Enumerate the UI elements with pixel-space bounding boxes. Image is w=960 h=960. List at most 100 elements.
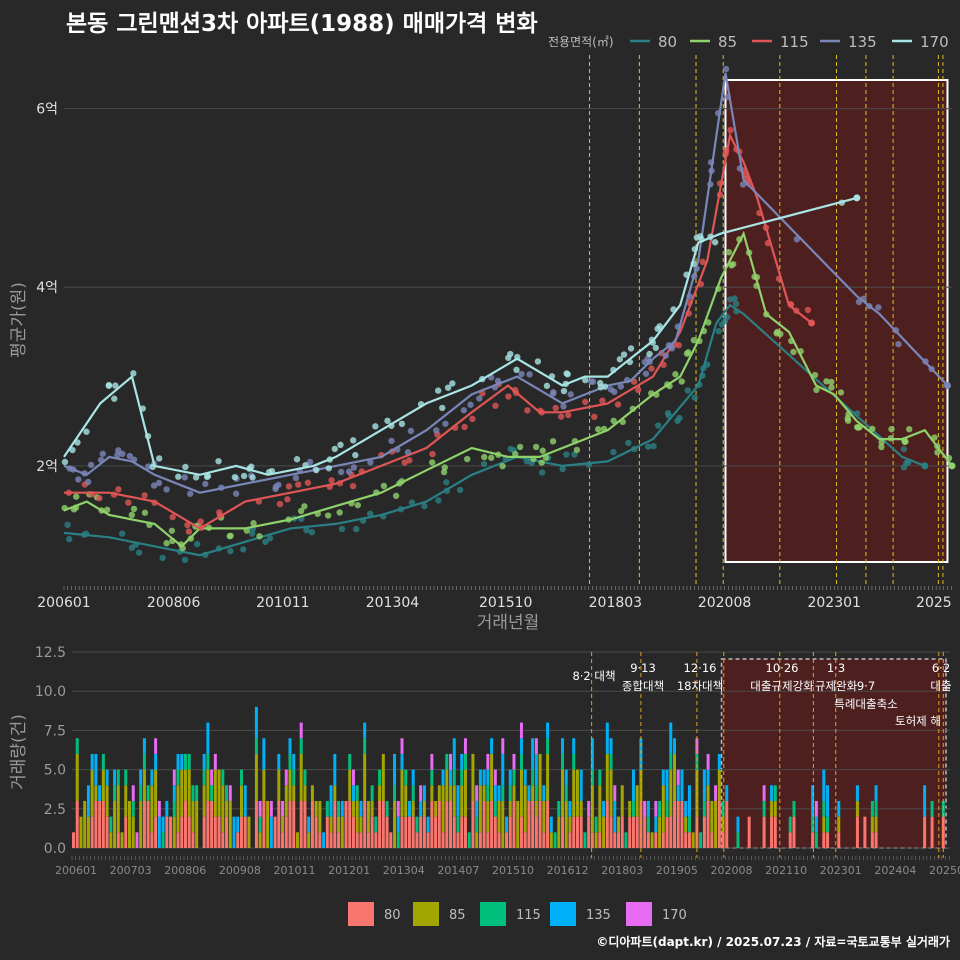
scatter-point-85 bbox=[672, 371, 679, 378]
scatter-point-115 bbox=[675, 342, 683, 349]
bar-segment-85 bbox=[127, 800, 131, 848]
bar-segment-115 bbox=[687, 816, 691, 833]
scatter-point-135 bbox=[407, 427, 415, 435]
bar-segment-85 bbox=[497, 800, 501, 833]
scatter-point-115 bbox=[635, 386, 642, 394]
bar-segment-80 bbox=[310, 800, 314, 848]
bar-y-tick-label: 0.0 bbox=[44, 841, 66, 857]
series-end-point-170 bbox=[853, 194, 861, 202]
bar-segment-80 bbox=[702, 816, 706, 848]
bar-segment-115 bbox=[594, 816, 598, 833]
bar-segment-85 bbox=[307, 832, 311, 848]
scatter-point-170 bbox=[654, 325, 661, 332]
bar-segment-85 bbox=[154, 769, 158, 817]
bar-segment-135 bbox=[322, 832, 326, 848]
bar-segment-80 bbox=[277, 800, 281, 848]
bar-segment-85 bbox=[411, 800, 415, 817]
x-tick-label: 201011 bbox=[256, 595, 309, 611]
bar-segment-135 bbox=[673, 738, 676, 754]
bar-segment-80 bbox=[639, 800, 643, 848]
bar-segment-85 bbox=[564, 800, 568, 848]
scatter-point-85 bbox=[725, 248, 732, 256]
scatter-point-170 bbox=[543, 382, 551, 390]
bar-segment-85 bbox=[288, 769, 292, 801]
bar-segment-135 bbox=[523, 769, 527, 786]
bar-segment-115 bbox=[519, 753, 523, 770]
bar-segment-80 bbox=[202, 816, 206, 848]
bar-segment-80 bbox=[478, 832, 482, 848]
bar-segment-115 bbox=[355, 785, 359, 801]
bar-segment-85 bbox=[266, 800, 270, 848]
bar-segment-85 bbox=[557, 816, 561, 848]
bar-segment-85 bbox=[142, 769, 146, 801]
bar-segment-135 bbox=[646, 800, 650, 817]
scatter-point-85 bbox=[728, 262, 735, 269]
bar-segment-135 bbox=[497, 785, 501, 801]
scatter-point-170 bbox=[582, 376, 589, 384]
bar-segment-85 bbox=[393, 800, 397, 848]
bar-segment-135 bbox=[702, 769, 706, 801]
bar-segment-135 bbox=[811, 785, 815, 817]
bar-segment-80 bbox=[150, 832, 154, 848]
bar-segment-85 bbox=[546, 753, 550, 801]
bar-segment-115 bbox=[258, 816, 262, 833]
scatter-point-170 bbox=[175, 473, 182, 480]
bar-segment-135 bbox=[441, 769, 445, 786]
bar-segment-115 bbox=[699, 832, 703, 848]
bar-segment-85 bbox=[295, 832, 299, 848]
bar-segment-135 bbox=[826, 785, 830, 817]
bar-segment-115 bbox=[553, 832, 557, 848]
bar-segment-80 bbox=[826, 832, 830, 848]
scatter-point-85 bbox=[777, 330, 784, 338]
bar-segment-80 bbox=[706, 800, 710, 848]
bar-segment-85 bbox=[449, 785, 453, 801]
bar-segment-85 bbox=[549, 832, 553, 848]
bar-segment-80 bbox=[176, 832, 180, 848]
scatter-point-170 bbox=[192, 474, 200, 481]
bar-segment-135 bbox=[564, 769, 568, 786]
scatter-point-115 bbox=[276, 500, 284, 508]
policy-name-label: 규제완화 bbox=[815, 679, 858, 693]
bar-segment-135 bbox=[202, 753, 206, 770]
bar-segment-135 bbox=[254, 706, 258, 739]
scatter-point-80 bbox=[900, 445, 908, 453]
scatter-point-170 bbox=[130, 370, 137, 377]
bar-segment-80 bbox=[493, 816, 497, 848]
bar-segment-80 bbox=[631, 816, 635, 848]
bar-segment-115 bbox=[430, 769, 434, 786]
bar-segment-85 bbox=[773, 800, 777, 817]
bar-x-tick-label: 201201 bbox=[328, 864, 370, 877]
bar-segment-80 bbox=[407, 816, 411, 848]
scatter-point-85 bbox=[163, 540, 170, 547]
scatter-point-85 bbox=[336, 509, 343, 516]
bar-segment-80 bbox=[213, 816, 217, 848]
series-line-170 bbox=[63, 196, 858, 476]
scatter-point-135 bbox=[875, 304, 882, 311]
bar-segment-115 bbox=[531, 769, 535, 786]
scatter-point-85 bbox=[888, 425, 895, 433]
bar-segment-85 bbox=[180, 769, 184, 817]
bar-segment-85 bbox=[120, 832, 124, 848]
bar-segment-135 bbox=[407, 800, 411, 817]
scatter-point-170 bbox=[444, 384, 452, 391]
bar-segment-115 bbox=[292, 769, 296, 786]
scatter-point-80 bbox=[338, 525, 346, 533]
scatter-point-115 bbox=[804, 306, 812, 314]
scatter-point-135 bbox=[433, 427, 440, 434]
bar-segment-80 bbox=[837, 832, 841, 848]
bar-segment-80 bbox=[710, 832, 714, 848]
legend-label-80: 80 bbox=[658, 33, 677, 51]
scatter-point-85 bbox=[878, 443, 885, 451]
scatter-point-85 bbox=[440, 468, 448, 476]
bar-segment-115 bbox=[303, 769, 307, 786]
bar-segment-85 bbox=[486, 800, 490, 833]
bar-segment-80 bbox=[811, 832, 815, 848]
bar-segment-170 bbox=[213, 753, 217, 770]
bar-segment-80 bbox=[206, 800, 210, 848]
scatter-point-80 bbox=[732, 300, 740, 307]
bar-segment-80 bbox=[684, 832, 688, 848]
bar-segment-115 bbox=[508, 785, 512, 801]
bar-segment-115 bbox=[210, 785, 214, 801]
bar-segment-80 bbox=[355, 832, 359, 848]
y-tick-label: 2억 bbox=[36, 459, 58, 475]
